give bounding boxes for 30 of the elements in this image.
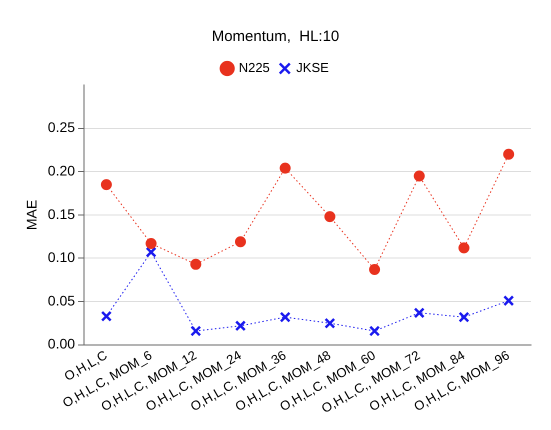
point (100, 179, 112, 190)
point (190, 258, 202, 270)
point (369, 326, 380, 336)
y-tick-label: 0.00 (48, 336, 76, 352)
point (458, 242, 470, 254)
point (280, 312, 291, 323)
point (324, 211, 336, 222)
point (190, 326, 202, 336)
y-tick-label: 0.05 (48, 292, 76, 308)
y-axis-title: MAE (23, 200, 40, 230)
point (234, 236, 246, 248)
point (100, 310, 112, 322)
y-tick-label: 0.25 (48, 119, 76, 136)
y-tick-label: 0.15 (48, 206, 76, 222)
legend-label: N225 (238, 60, 270, 76)
legend-label: JKSE (296, 60, 330, 76)
point (324, 318, 336, 329)
point (458, 312, 470, 323)
point (280, 162, 291, 174)
point (369, 264, 380, 276)
point (234, 320, 246, 332)
point (503, 295, 514, 306)
point (414, 307, 425, 318)
point (503, 148, 514, 160)
point (146, 246, 157, 258)
point (414, 170, 425, 182)
y-tick-label: 0.10 (48, 249, 76, 266)
y-tick-label: 0.20 (48, 162, 76, 178)
chart-title: Momentum, HL:10 (212, 28, 340, 46)
point (146, 238, 157, 250)
